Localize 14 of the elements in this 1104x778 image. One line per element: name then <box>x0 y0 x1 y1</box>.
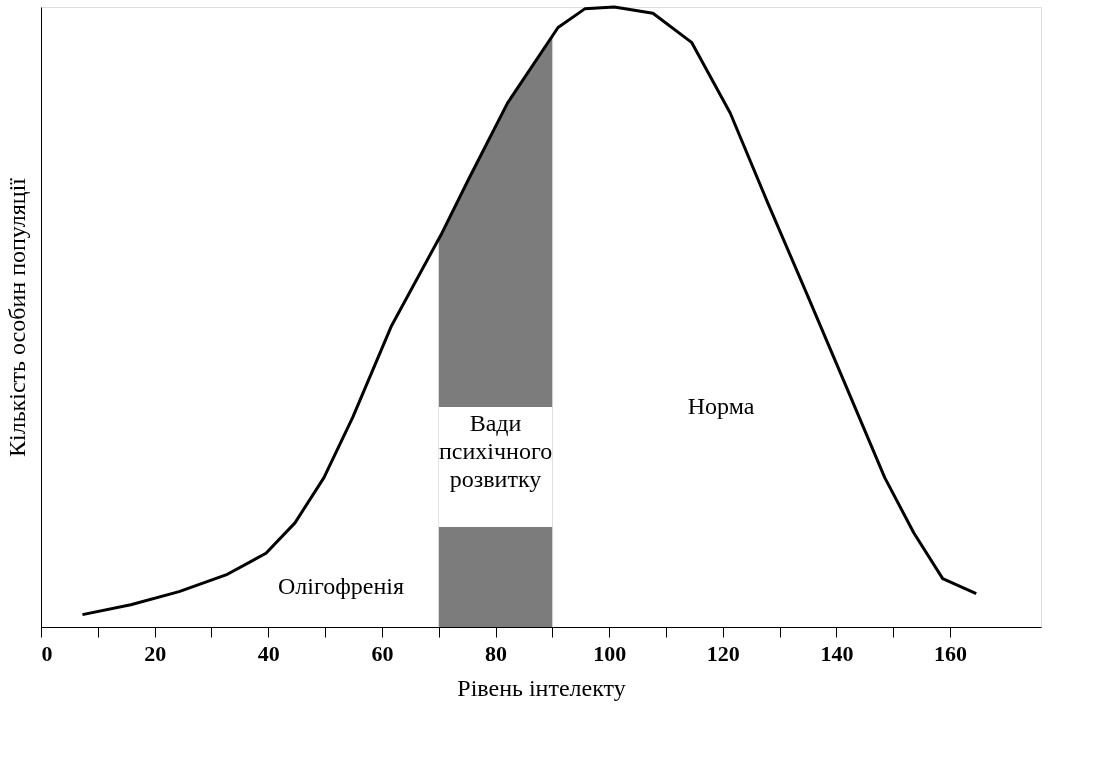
x-tick-label: 20 <box>144 640 167 666</box>
annotation: Норма <box>687 393 755 419</box>
x-tick-label: 80 <box>485 640 508 666</box>
x-tick-label: 0 <box>41 640 53 666</box>
annotation: Олігофренія <box>278 573 404 599</box>
x-tick-label: 60 <box>371 640 394 666</box>
x-tick-label: 100 <box>593 640 627 666</box>
band-label: Вади психічного розвитку <box>438 410 553 492</box>
y-axis-title: Кількість особин популяції <box>3 177 30 457</box>
x-tick-label: 160 <box>934 640 968 666</box>
x-tick-label: 40 <box>257 640 280 666</box>
x-tick-label: 120 <box>706 640 740 666</box>
x-axis-title: Рівень інтелекту <box>457 674 626 701</box>
x-tick-label: 140 <box>820 640 854 666</box>
